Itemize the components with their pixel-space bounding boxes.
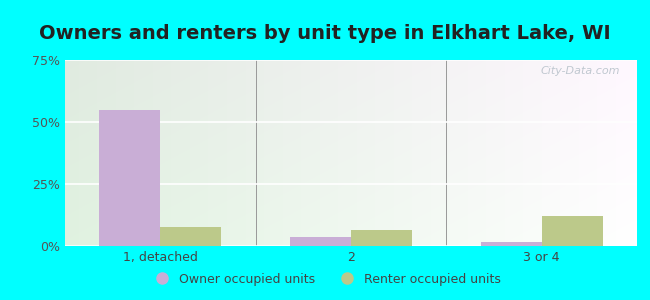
Bar: [351, 230, 412, 246]
Bar: [290, 237, 351, 246]
Bar: [99, 110, 161, 246]
Legend: Owner occupied units, Renter occupied units: Owner occupied units, Renter occupied un…: [144, 268, 506, 291]
Text: Owners and renters by unit type in Elkhart Lake, WI: Owners and renters by unit type in Elkha…: [39, 24, 611, 43]
Bar: [541, 216, 603, 246]
Bar: [480, 242, 541, 246]
Text: City-Data.com: City-Data.com: [540, 66, 620, 76]
Bar: [161, 227, 222, 246]
